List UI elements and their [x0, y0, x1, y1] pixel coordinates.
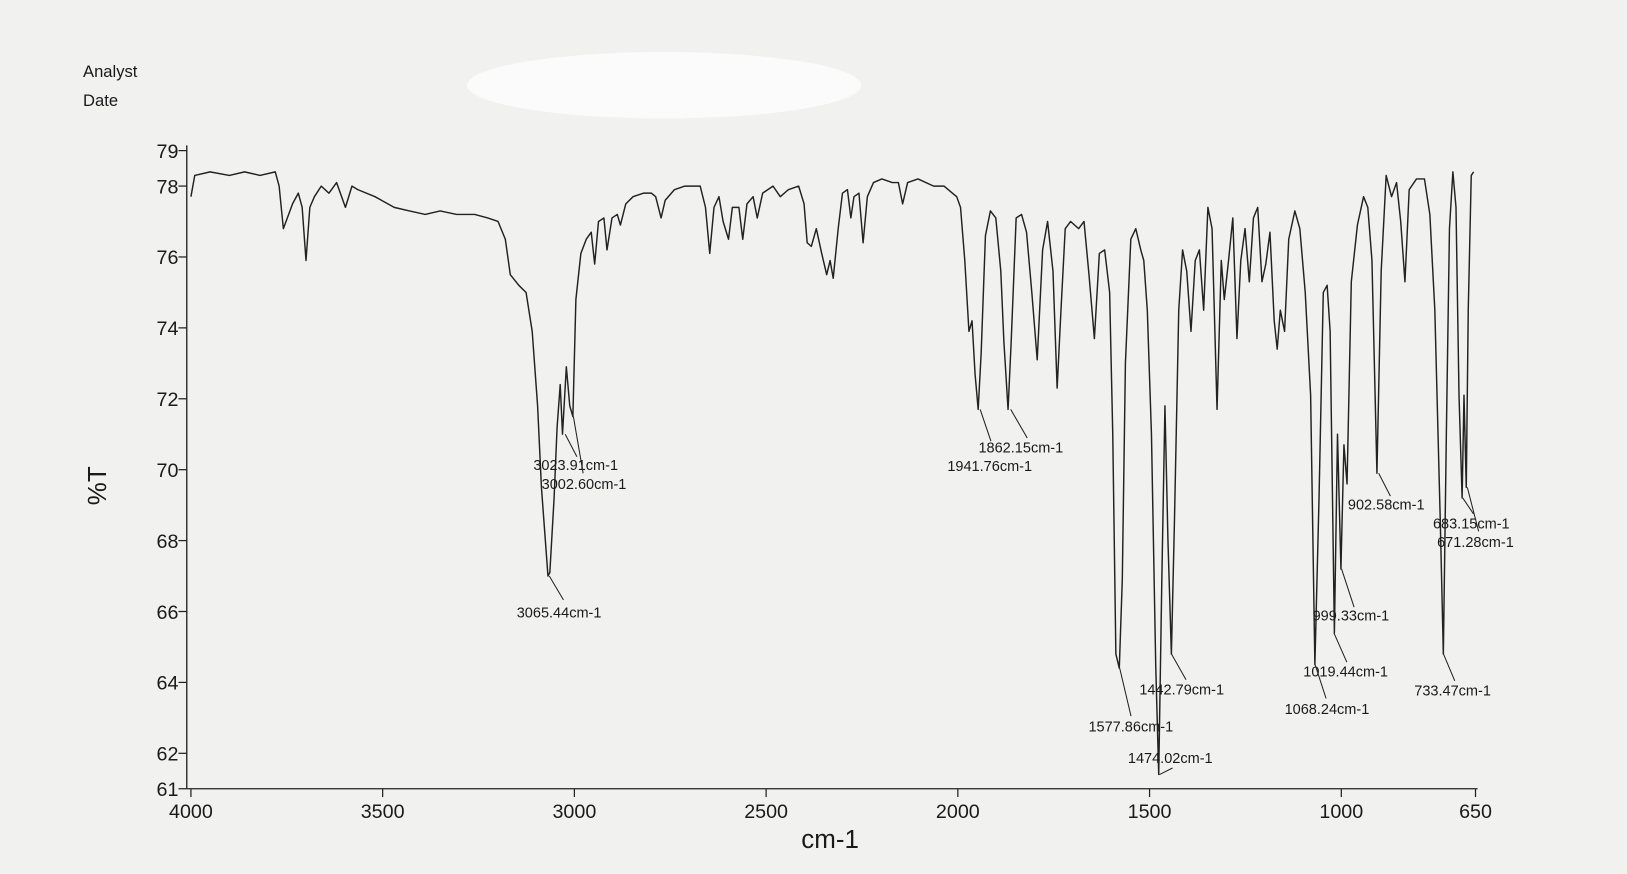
peak-label: 3002.60cm-1	[542, 477, 627, 493]
y-tick-label: 62	[157, 744, 179, 766]
y-tick-label: 68	[157, 531, 179, 553]
peak-label: 1474.02cm-1	[1128, 751, 1213, 767]
date-label: Date	[83, 91, 118, 110]
peak-leader	[548, 575, 564, 601]
peak-label: 1019.44cm-1	[1303, 665, 1388, 681]
x-tick-label: 1500	[1128, 801, 1172, 823]
peak-leader	[564, 433, 578, 457]
peak-label: 1941.76cm-1	[947, 459, 1032, 475]
x-tick-label: 1000	[1319, 801, 1363, 823]
peak-label: 683.15cm-1	[1433, 516, 1510, 532]
peak-leader	[1462, 497, 1474, 515]
x-axis-title: cm-1	[801, 826, 859, 854]
peak-leader	[1119, 668, 1132, 717]
peak-label: 1068.24cm-1	[1285, 702, 1370, 718]
peak-label: 999.33cm-1	[1313, 609, 1390, 625]
peak-leader	[1378, 472, 1391, 497]
redaction	[466, 52, 862, 119]
y-tick-label: 74	[157, 318, 179, 340]
y-axis-title: %T	[84, 466, 112, 505]
peak-label: 902.58cm-1	[1348, 498, 1425, 514]
y-tick-label: 78	[157, 176, 179, 198]
peak-leader	[1333, 632, 1348, 663]
analyst-label: Analyst	[83, 62, 138, 81]
x-tick-label: 2000	[936, 801, 980, 823]
peak-label: 1862.15cm-1	[978, 441, 1063, 457]
peak-leader	[979, 409, 992, 442]
peak-leader	[572, 416, 584, 474]
x-tick-label: 2500	[744, 801, 788, 823]
y-tick-label: 70	[157, 460, 179, 482]
x-tick-label: 3500	[361, 801, 405, 823]
peak-leader	[1443, 653, 1456, 682]
peak-label: 3023.91cm-1	[533, 458, 618, 474]
y-tick-label: 66	[157, 602, 179, 624]
peak-label: 3065.44cm-1	[517, 606, 602, 622]
y-tick-label: 61	[157, 779, 179, 801]
peak-leader	[1466, 487, 1480, 532]
spectrum-line	[190, 171, 1475, 776]
y-tick-label: 72	[157, 389, 179, 411]
x-tick-label: 650	[1459, 801, 1492, 823]
peak-label: 1442.79cm-1	[1139, 682, 1224, 698]
peak-leader	[1314, 664, 1327, 699]
peak-label: 1577.86cm-1	[1088, 720, 1173, 736]
peak-label: 733.47cm-1	[1414, 683, 1491, 699]
peak-leader	[1171, 653, 1187, 681]
peak-leader	[1159, 767, 1173, 776]
y-tick-label: 79	[157, 141, 179, 163]
y-tick-label: 64	[157, 673, 179, 695]
x-tick-label: 4000	[169, 801, 213, 823]
peak-label: 671.28cm-1	[1437, 535, 1514, 551]
x-tick-label: 3000	[552, 801, 596, 823]
peak-leader	[1341, 568, 1355, 608]
peak-leader	[1010, 409, 1028, 439]
y-tick-label: 76	[157, 247, 179, 269]
